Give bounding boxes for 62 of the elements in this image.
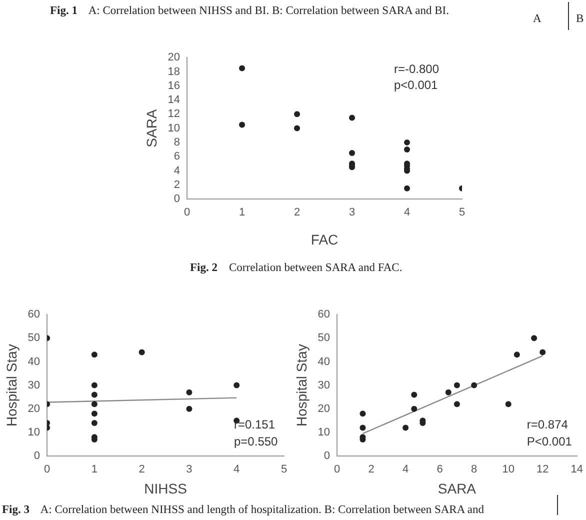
- y-tick-label: 10: [318, 426, 330, 438]
- y-tick-label: 20: [28, 402, 40, 415]
- y-tick-label: 30: [28, 379, 40, 392]
- y-tick-label: 18: [168, 66, 180, 78]
- y-tick-label: 6: [174, 150, 180, 163]
- y-tick-label: 0: [174, 193, 180, 206]
- caption: Fig. 2 Correlation between SARA and FAC.: [190, 262, 402, 274]
- x-tick-label: 2: [294, 206, 300, 219]
- y-tick-label: 16: [168, 80, 180, 92]
- y-tick-label: 12: [168, 108, 180, 120]
- x-tick-label: 1: [238, 206, 246, 219]
- annotation: P<0.001: [526, 434, 572, 448]
- x-tick-label: 0: [44, 464, 50, 476]
- y-axis-title: Hospital Stay: [3, 344, 20, 427]
- x-tick-label: 8: [471, 464, 478, 476]
- y-tick-label: 20: [318, 402, 330, 415]
- caption: Fig. 1 A: Correlation between NIHSS and BI. B: Correlation between SARA and BI.: [50, 5, 449, 17]
- annotation: p<0.001: [394, 78, 438, 92]
- y-tick-label: 10: [28, 426, 40, 438]
- text: B: [576, 13, 584, 25]
- annotation: p=0.550: [234, 434, 278, 448]
- x-tick-label: 2: [138, 464, 145, 476]
- y-tick-label: 30: [318, 379, 330, 392]
- y-tick-label: 10: [168, 122, 180, 134]
- annotation: r=-0.800: [394, 62, 440, 76]
- x-tick-label: 0: [184, 206, 190, 219]
- x-tick-label: 4: [402, 464, 409, 476]
- y-tick-label: 14: [168, 94, 180, 106]
- y-tick-label: 2: [174, 178, 180, 191]
- x-tick-label: 0: [334, 464, 340, 476]
- annotation: r=0.874: [526, 417, 568, 432]
- x-tick-label: 1: [91, 464, 98, 476]
- y-tick-label: 20: [168, 52, 180, 64]
- y-tick-label: 4: [174, 164, 180, 177]
- x-axis-title: SARA: [438, 480, 477, 496]
- y-tick-label: 60: [318, 308, 330, 321]
- y-tick-label: 0: [324, 450, 330, 462]
- x-tick-label: 5: [280, 464, 288, 476]
- text: A: [533, 13, 542, 25]
- y-tick-label: 40: [318, 356, 330, 368]
- x-tick-label: 6: [436, 464, 443, 476]
- x-tick-label: 14: [570, 464, 584, 476]
- x-tick-label: 5: [458, 206, 466, 219]
- x-axis-title: NIHSS: [144, 480, 187, 496]
- x-tick-label: 4: [404, 206, 410, 219]
- y-tick-label: 50: [28, 332, 40, 344]
- x-axis-title: FAC: [310, 231, 338, 248]
- y-tick-label: 40: [28, 356, 40, 368]
- y-axis-title: SARA: [143, 108, 160, 148]
- x-tick-label: 12: [536, 464, 549, 476]
- y-tick-label: 0: [34, 450, 40, 462]
- y-axis-title: Hospital Stay: [293, 344, 310, 427]
- x-tick-label: 4: [234, 464, 240, 476]
- x-tick-label: 3: [348, 206, 356, 219]
- x-tick-label: 10: [502, 464, 514, 476]
- x-tick-label: 2: [368, 464, 374, 476]
- caption: Fig. 3 A: Correlation between NIHSS and length of hospitalization. B: Correlation between SARA and: [2, 504, 484, 516]
- annotation: r=0.151: [234, 417, 276, 432]
- y-tick-label: 50: [318, 332, 330, 344]
- y-tick-label: 60: [28, 308, 40, 321]
- y-tick-label: 8: [174, 136, 180, 148]
- x-tick-label: 3: [186, 464, 192, 476]
